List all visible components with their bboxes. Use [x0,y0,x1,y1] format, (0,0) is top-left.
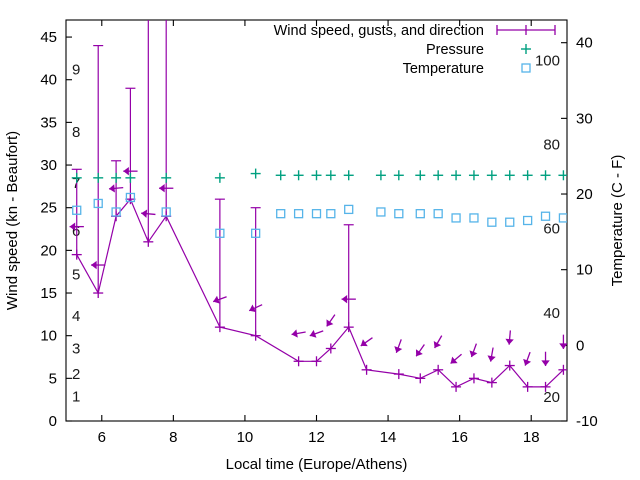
wind-direction-arrow [141,209,148,218]
fahrenheit-label-40: 40 [543,305,560,322]
wind-direction-arrow [108,184,115,193]
temperature-marker [376,207,386,217]
wind-direction-arrow [213,295,220,304]
y-tick-label: 45 [40,29,57,46]
temperature-marker [487,217,497,227]
wind-direction-arrow [394,346,403,353]
fahrenheit-label-100: 100 [535,52,560,69]
temperature-marker [326,209,336,219]
y-tick-label: 15 [40,285,57,302]
x-tick-label: 18 [523,429,540,446]
wind-direction-arrow [523,358,532,366]
temperature-marker [111,207,121,217]
beaufort-label-2: 2 [72,366,80,383]
fahrenheit-label-80: 80 [543,136,560,153]
x-axis-title: Local time (Europe/Athens) [226,456,408,473]
data-layer [69,20,567,392]
wind-direction-arrow [433,341,442,349]
wind-direction-arrow [450,356,458,364]
y-tick-label: 10 [40,328,57,345]
temperature-marker [344,204,354,215]
temperature-marker [215,228,225,238]
wind-direction-arrow [505,338,514,345]
y-tick-label: 5 [49,370,57,387]
beaufort-label-3: 3 [72,341,80,358]
temperature-marker [433,209,443,219]
temperature-marker [93,198,103,209]
wind-direction-arrow [91,260,97,270]
y2-tick-label: 10 [576,262,593,279]
y-tick-label: 40 [40,72,57,89]
temperature-marker [161,207,171,217]
fahrenheit-label-20: 20 [543,389,560,406]
y2-tick-label: -10 [576,413,598,430]
wind-direction-arrow [559,343,567,349]
wind-direction-arrow [69,222,76,231]
wind-direction-arrow [487,355,496,362]
legend-label-pressure: Pressure [426,42,484,58]
wind-direction-arrow [249,304,257,313]
y2-tick-label: 20 [576,186,593,203]
wind-direction-arrow [469,350,478,358]
legend-temperature-marker [521,63,531,73]
legend-label-temperature: Temperature [403,61,484,77]
wind-direction-arrow [360,339,368,347]
temperature-marker [469,213,479,223]
x-tick-label: 10 [237,429,254,446]
y2-axis-title: Temperature (C - F) [609,155,626,287]
y2-tick-label: 40 [576,35,593,52]
y-tick-label: 30 [40,157,57,174]
x-tick-label: 8 [169,429,177,446]
y-axis-title: Wind speed (kn - Beaufort) [4,131,21,310]
temperature-marker [311,209,322,219]
y-tick-label: 20 [40,242,57,259]
wind-direction-arrow [341,294,348,304]
fahrenheit-label-60: 60 [543,220,560,237]
y-tick-label: 35 [40,114,57,131]
temperature-marker [72,205,82,215]
temperature-marker [251,228,261,238]
temperature-marker [415,209,425,219]
wind-direction-arrow [159,184,165,193]
temperature-marker [522,215,533,226]
wind-direction-arrow [415,349,423,357]
x-tick-label: 14 [380,429,397,446]
temperature-marker [451,213,461,223]
wind-direction-arrow [326,319,334,327]
y2-tick-label: 30 [576,110,593,127]
x-tick-label: 6 [98,429,106,446]
temperature-marker [293,209,304,219]
wind-direction-arrow [541,360,550,367]
temperature-marker [394,209,404,219]
y2-tick-label: 0 [576,337,584,354]
x-tick-label: 16 [451,429,468,446]
wind-direction-arrow [291,329,298,338]
x-tick-label: 12 [308,429,325,446]
y-tick-label: 25 [40,200,57,217]
y-tick-label: 0 [49,413,57,430]
beaufort-label-1: 1 [72,388,80,405]
temperature-marker [540,211,551,221]
beaufort-label-5: 5 [72,266,80,283]
beaufort-label-4: 4 [72,308,80,325]
temperature-marker [505,217,515,227]
wind-direction-arrow [309,329,317,338]
temperature-marker [558,213,567,223]
beaufort-label-9: 9 [72,62,80,79]
temperature-marker [276,209,286,219]
temperature-marker [125,192,136,203]
beaufort-label-8: 8 [72,124,80,141]
legend-label-wind: Wind speed, gusts, and direction [274,23,484,39]
wind-direction-arrow [123,166,129,176]
